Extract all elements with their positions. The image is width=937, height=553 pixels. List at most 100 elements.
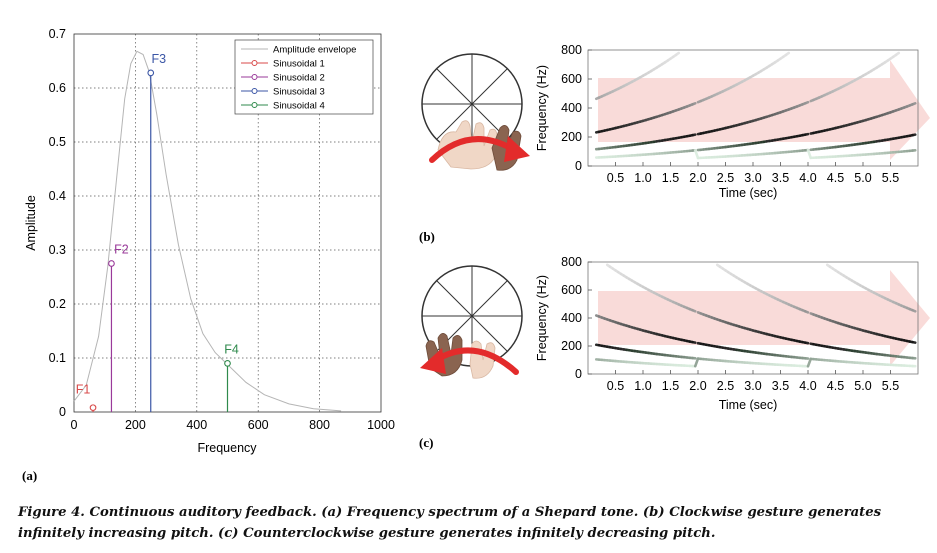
x-tick-label: 3.0 xyxy=(744,379,761,393)
x-tick-label: 2.0 xyxy=(689,171,706,185)
y-tick-label: 0 xyxy=(575,159,582,173)
spectrogram-trace-segment xyxy=(806,148,813,160)
y-tick-label: 0.6 xyxy=(49,81,66,95)
x-tick-label: 4.5 xyxy=(827,379,844,393)
spectrogram-trace-segment xyxy=(674,51,681,57)
y-tick-label: 200 xyxy=(561,130,582,144)
x-tick-label: 2.0 xyxy=(689,379,706,393)
legend-marker xyxy=(251,88,258,94)
grid-a xyxy=(74,34,381,412)
x-tick-label: 5.5 xyxy=(882,379,899,393)
y-tick-label: 0.1 xyxy=(49,351,66,365)
y-tick-label: 600 xyxy=(561,283,582,297)
axis-ticks-a: 0 200 400 600 800 1000 0 0.1 0.2 0.3 0.4 0.5 0.6 0.7 xyxy=(49,27,395,432)
x-tick-label: 1.0 xyxy=(634,171,651,185)
x-tick-label: 1.0 xyxy=(634,379,651,393)
spectrogram-trace-segment xyxy=(803,310,810,314)
sinusoid-label: F2 xyxy=(114,243,129,257)
panel-label-a: (a) xyxy=(22,468,37,483)
spectrogram-trace-segment xyxy=(691,101,697,106)
x-tick-label: 4.5 xyxy=(827,171,844,185)
spectrogram-trace-segment xyxy=(803,132,810,136)
chart-c: 0.5 1.0 1.5 2.0 2.5 3.0 3.5 4.0 4.5 5.0 5.5 0 200 400… xyxy=(535,255,930,412)
spectrogram-trace-segment xyxy=(911,101,917,106)
x-tick-label: 600 xyxy=(248,418,269,432)
spectrogram-traces-c xyxy=(594,263,917,368)
x-tick-label: 1000 xyxy=(367,418,395,432)
y-tick-label: 0.7 xyxy=(49,27,66,41)
spectrogram-trace-segment xyxy=(803,100,810,105)
panel-label-c: (c) xyxy=(419,435,433,450)
y-tick-label: 0 xyxy=(59,405,66,419)
legend-label: Amplitude envelope xyxy=(273,45,356,56)
axis-ticks-c: 0.5 1.0 1.5 2.0 2.5 3.0 3.5 4.0 4.5 5.0 5.5 0 200 400… xyxy=(561,255,899,393)
y-tick-label: 800 xyxy=(561,43,582,57)
spectrogram-trace-segment xyxy=(894,51,901,57)
legend-label: Sinusoidal 3 xyxy=(273,87,325,98)
y-axis-label-c: Frequency (Hz) xyxy=(535,275,549,361)
sinusoid-point xyxy=(224,360,231,367)
x-tick-label: 1.5 xyxy=(662,379,679,393)
spectrogram-traces-b xyxy=(594,51,917,160)
x-axis-label-b: Time (sec) xyxy=(719,186,778,200)
spectrogram-trace-segment xyxy=(911,133,917,137)
y-axis-label-b: Frequency (Hz) xyxy=(535,65,549,151)
sinusoid-label: F4 xyxy=(224,342,239,356)
amplitude-envelope-line xyxy=(73,50,342,412)
legend-label: Sinusoidal 1 xyxy=(273,59,325,70)
x-tick-label: 3.5 xyxy=(772,379,789,393)
x-tick-label: 5.0 xyxy=(854,379,871,393)
x-tick-label: 3.5 xyxy=(772,171,789,185)
chart-a: 0 200 400 600 800 100000.10.20.30.40.50.60.7 … xyxy=(24,27,395,455)
spectrogram-trace-segment xyxy=(911,308,917,313)
clockwise-arrow-icon xyxy=(429,136,517,163)
chart-b: 0.5 1.0 1.5 2.0 2.5 3.0 3.5 4.0 4.5 5.0 5.5 0 200 400… xyxy=(535,43,930,200)
sinusoid-point xyxy=(89,404,97,412)
x-tick-label: 800 xyxy=(309,418,330,432)
legend-label: Sinusoidal 2 xyxy=(273,73,325,84)
spectrogram-trace-segment xyxy=(784,51,791,57)
spectrogram-trace-segment xyxy=(691,133,697,137)
x-tick-label: 5.0 xyxy=(854,171,871,185)
y-axis-label-a: Amplitude xyxy=(24,195,38,251)
x-axis-label-c: Time (sec) xyxy=(719,398,778,412)
x-tick-label: 0 xyxy=(71,418,78,432)
x-tick-label: 2.5 xyxy=(717,379,734,393)
decreasing-arrow-band xyxy=(598,270,930,366)
spectrogram-trace-segment xyxy=(803,341,810,345)
spectrogram-trace-segment xyxy=(911,340,917,344)
panel-label-b: (b) xyxy=(419,229,435,244)
y-tick-label: 800 xyxy=(561,255,582,269)
y-tick-label: 0.4 xyxy=(49,189,66,203)
spectrogram-trace-segment xyxy=(691,308,697,313)
figure-caption: Figure 4. Continuous auditory feedback. … xyxy=(18,505,882,541)
counterclockwise-arrow-icon xyxy=(433,347,519,375)
y-tick-label: 0 xyxy=(575,367,582,381)
x-tick-label: 400 xyxy=(186,418,207,432)
y-tick-label: 0.3 xyxy=(49,243,66,257)
x-tick-label: 200 xyxy=(125,418,146,432)
axis-ticks-b: 0.5 1.0 1.5 2.0 2.5 3.0 3.5 4.0 4.5 5.0 5.5 0 200 400… xyxy=(561,43,899,185)
x-tick-label: 1.5 xyxy=(662,171,679,185)
x-tick-label: 2.5 xyxy=(717,171,734,185)
x-tick-label: 4.0 xyxy=(799,379,816,393)
sinusoid-point xyxy=(108,260,115,267)
y-tick-label: 200 xyxy=(561,339,582,353)
spectrogram-trace-segment xyxy=(806,357,813,368)
x-tick-label: 3.0 xyxy=(744,171,761,185)
sinusoid-label: F1 xyxy=(76,383,91,397)
plot-marks-a: F1 F2 F3 F4 xyxy=(73,50,342,412)
y-tick-label: 0.5 xyxy=(49,135,66,149)
sinusoid-label: F3 xyxy=(151,52,166,66)
legend-a: Amplitude envelope Sinusoidal 1 Sinusoidal… xyxy=(234,39,374,115)
legend-label: Sinusoidal 4 xyxy=(273,101,325,112)
x-tick-label: 5.5 xyxy=(882,171,899,185)
gesture-dial-c xyxy=(420,265,523,379)
legend-marker xyxy=(251,60,258,66)
sinusoid-point xyxy=(147,69,155,77)
legend-marker xyxy=(251,102,258,108)
spectrogram-trace-segment xyxy=(691,340,697,344)
x-tick-label: 0.5 xyxy=(607,379,624,393)
x-tick-label: 0.5 xyxy=(607,171,624,185)
